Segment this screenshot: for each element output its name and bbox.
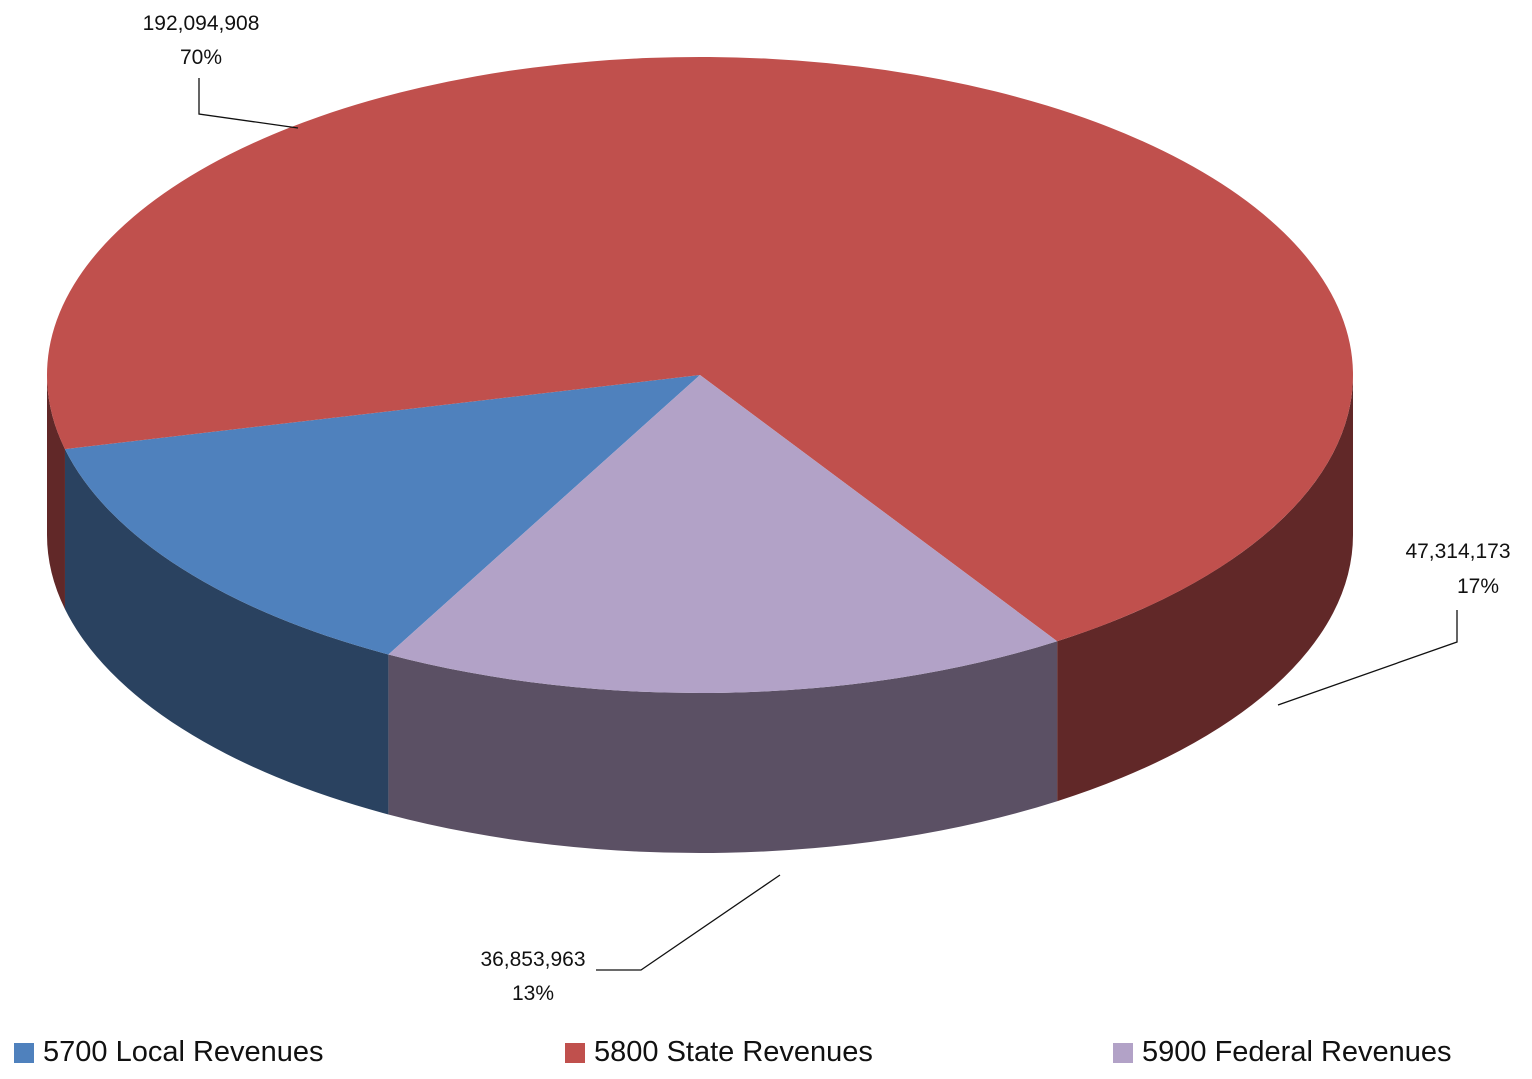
legend-swatch-federal [1113, 1042, 1133, 1063]
pie-side-local [64, 449, 389, 815]
data-label-percent-federal: 17% [1457, 575, 1499, 598]
pie-slice-state [47, 56, 1354, 642]
pie-side-federal [388, 641, 1058, 853]
leader-line-local [596, 874, 781, 971]
data-label-value-federal: 47,314,173 [1405, 540, 1510, 563]
legend-item-federal: 5900 Federal Revenues [1113, 1036, 1452, 1069]
data-label-percent-state: 70% [180, 46, 222, 69]
legend-item-local: 5700 Local Revenues [14, 1036, 324, 1069]
data-label-percent-local: 13% [512, 982, 554, 1005]
legend-swatch-local [14, 1042, 34, 1063]
legend: 5700 Local Revenues 5800 State Revenues … [0, 1036, 1532, 1074]
legend-item-state: 5800 State Revenues [565, 1036, 873, 1069]
pie-side-state [47, 375, 65, 610]
leader-line-state [198, 78, 299, 129]
data-label-value-state: 192,094,908 [143, 12, 260, 35]
legend-swatch-state [565, 1042, 585, 1063]
leader-line-federal [1277, 610, 1458, 706]
pie-slice-federal [388, 375, 1058, 694]
legend-label-state: 5800 State Revenues [594, 1036, 873, 1068]
pie-slice-local [64, 375, 701, 655]
data-label-value-local: 36,853,963 [480, 948, 585, 971]
legend-label-local: 5700 Local Revenues [43, 1036, 324, 1068]
pie-side-state [1057, 375, 1353, 802]
legend-label-federal: 5900 Federal Revenues [1142, 1036, 1452, 1068]
